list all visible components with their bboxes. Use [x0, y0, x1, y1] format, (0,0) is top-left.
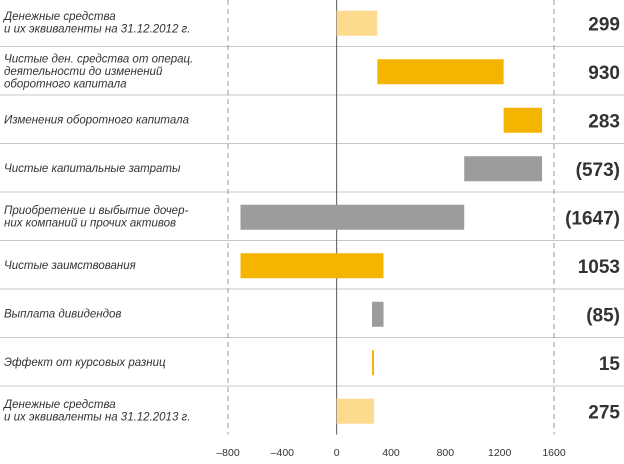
bar-positive [240, 253, 384, 279]
x-tick-label: 400 [382, 447, 400, 459]
row-label: Приобретение и выбытие дочер-них компани… [4, 205, 188, 230]
row-label: Выплата дивидендов [4, 308, 121, 320]
bar-negative [464, 156, 543, 182]
bar-balance [336, 10, 378, 36]
bar-layer [240, 10, 543, 424]
bar-negative [371, 301, 384, 327]
x-tick-label: –800 [216, 447, 240, 459]
row-label: Эффект от курсовых разниц [4, 357, 166, 369]
tick-layer: –800 –400 0 400 800 1200 1600 [216, 447, 566, 459]
bar-negative [240, 204, 465, 230]
bar-positive [377, 59, 504, 85]
x-tick-label: 1200 [488, 447, 512, 459]
bar-balance [336, 398, 375, 424]
row-value: (85) [586, 305, 620, 326]
row-label: Чистые заимствования [4, 260, 136, 272]
row-value: 930 [588, 63, 620, 84]
bar-positive [503, 107, 543, 133]
grid-layer [0, 0, 624, 435]
bar-positive [371, 350, 375, 376]
x-tick-label: 1600 [542, 447, 566, 459]
row-label: Денежные средства и их эквиваленты на 31.… [2, 399, 190, 424]
label-layer: Денежные средства и их эквиваленты на 31.… [2, 11, 620, 424]
x-tick-label: 0 [334, 447, 340, 459]
row-value: 275 [588, 402, 620, 423]
row-value: 299 [588, 14, 620, 35]
row-value: (573) [576, 160, 620, 181]
row-label: Чистые ден. средства от операц. деятельно… [4, 53, 193, 90]
x-tick-label: 800 [437, 447, 455, 459]
x-tick-label: –400 [271, 447, 295, 459]
row-value: 15 [599, 354, 621, 375]
row-value: 283 [588, 111, 620, 132]
row-value: (1647) [565, 208, 620, 229]
row-label: Денежные средства и их эквиваленты на 31.… [2, 11, 190, 36]
row-value: 1053 [578, 257, 620, 278]
row-label: Чистые капитальные затраты [4, 163, 181, 175]
row-label: Изменения оборотного капитала [4, 114, 189, 126]
